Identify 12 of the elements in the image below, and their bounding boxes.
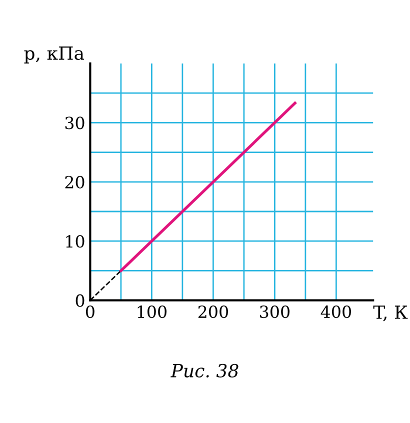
text: Рис. 38	[170, 364, 238, 378]
y-tick-label: 10	[66, 235, 84, 248]
y-tick-label: 0	[76, 294, 84, 307]
x-axis-title: T, К	[373, 306, 408, 322]
x-tick-label: 100	[138, 305, 166, 318]
y-axis-title: p, кПа	[24, 46, 84, 64]
x-tick-label: 300	[260, 305, 290, 318]
x-tick-label: 200	[198, 305, 228, 318]
y-tick-label: 30	[65, 116, 84, 130]
x-tick-label: 400	[320, 305, 351, 318]
y-tick-label: 20	[65, 176, 84, 188]
x-tick-label: 0	[86, 305, 94, 318]
